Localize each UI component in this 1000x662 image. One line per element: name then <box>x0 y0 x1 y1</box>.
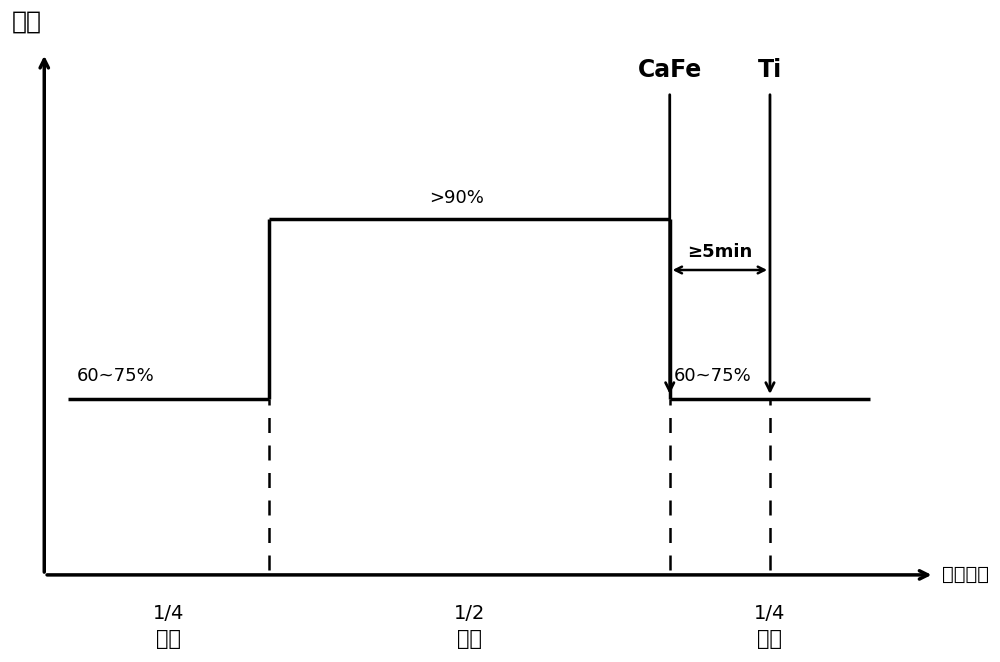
Text: 1/4: 1/4 <box>153 604 184 623</box>
Text: 流量: 流量 <box>12 9 42 33</box>
Text: 1/2: 1/2 <box>454 604 485 623</box>
Text: CaFe: CaFe <box>638 58 702 82</box>
Text: 1/4: 1/4 <box>754 604 786 623</box>
Text: ≥5min: ≥5min <box>687 243 752 261</box>
Text: >90%: >90% <box>429 189 484 207</box>
Text: 60~75%: 60~75% <box>76 367 154 385</box>
Text: 前期: 前期 <box>156 628 181 649</box>
Text: Ti: Ti <box>758 58 782 82</box>
Text: 中期: 中期 <box>457 628 482 649</box>
Text: 冶炼时间: 冶炼时间 <box>942 565 989 585</box>
Text: 60~75%: 60~75% <box>674 367 751 385</box>
Text: 后期: 后期 <box>757 628 782 649</box>
